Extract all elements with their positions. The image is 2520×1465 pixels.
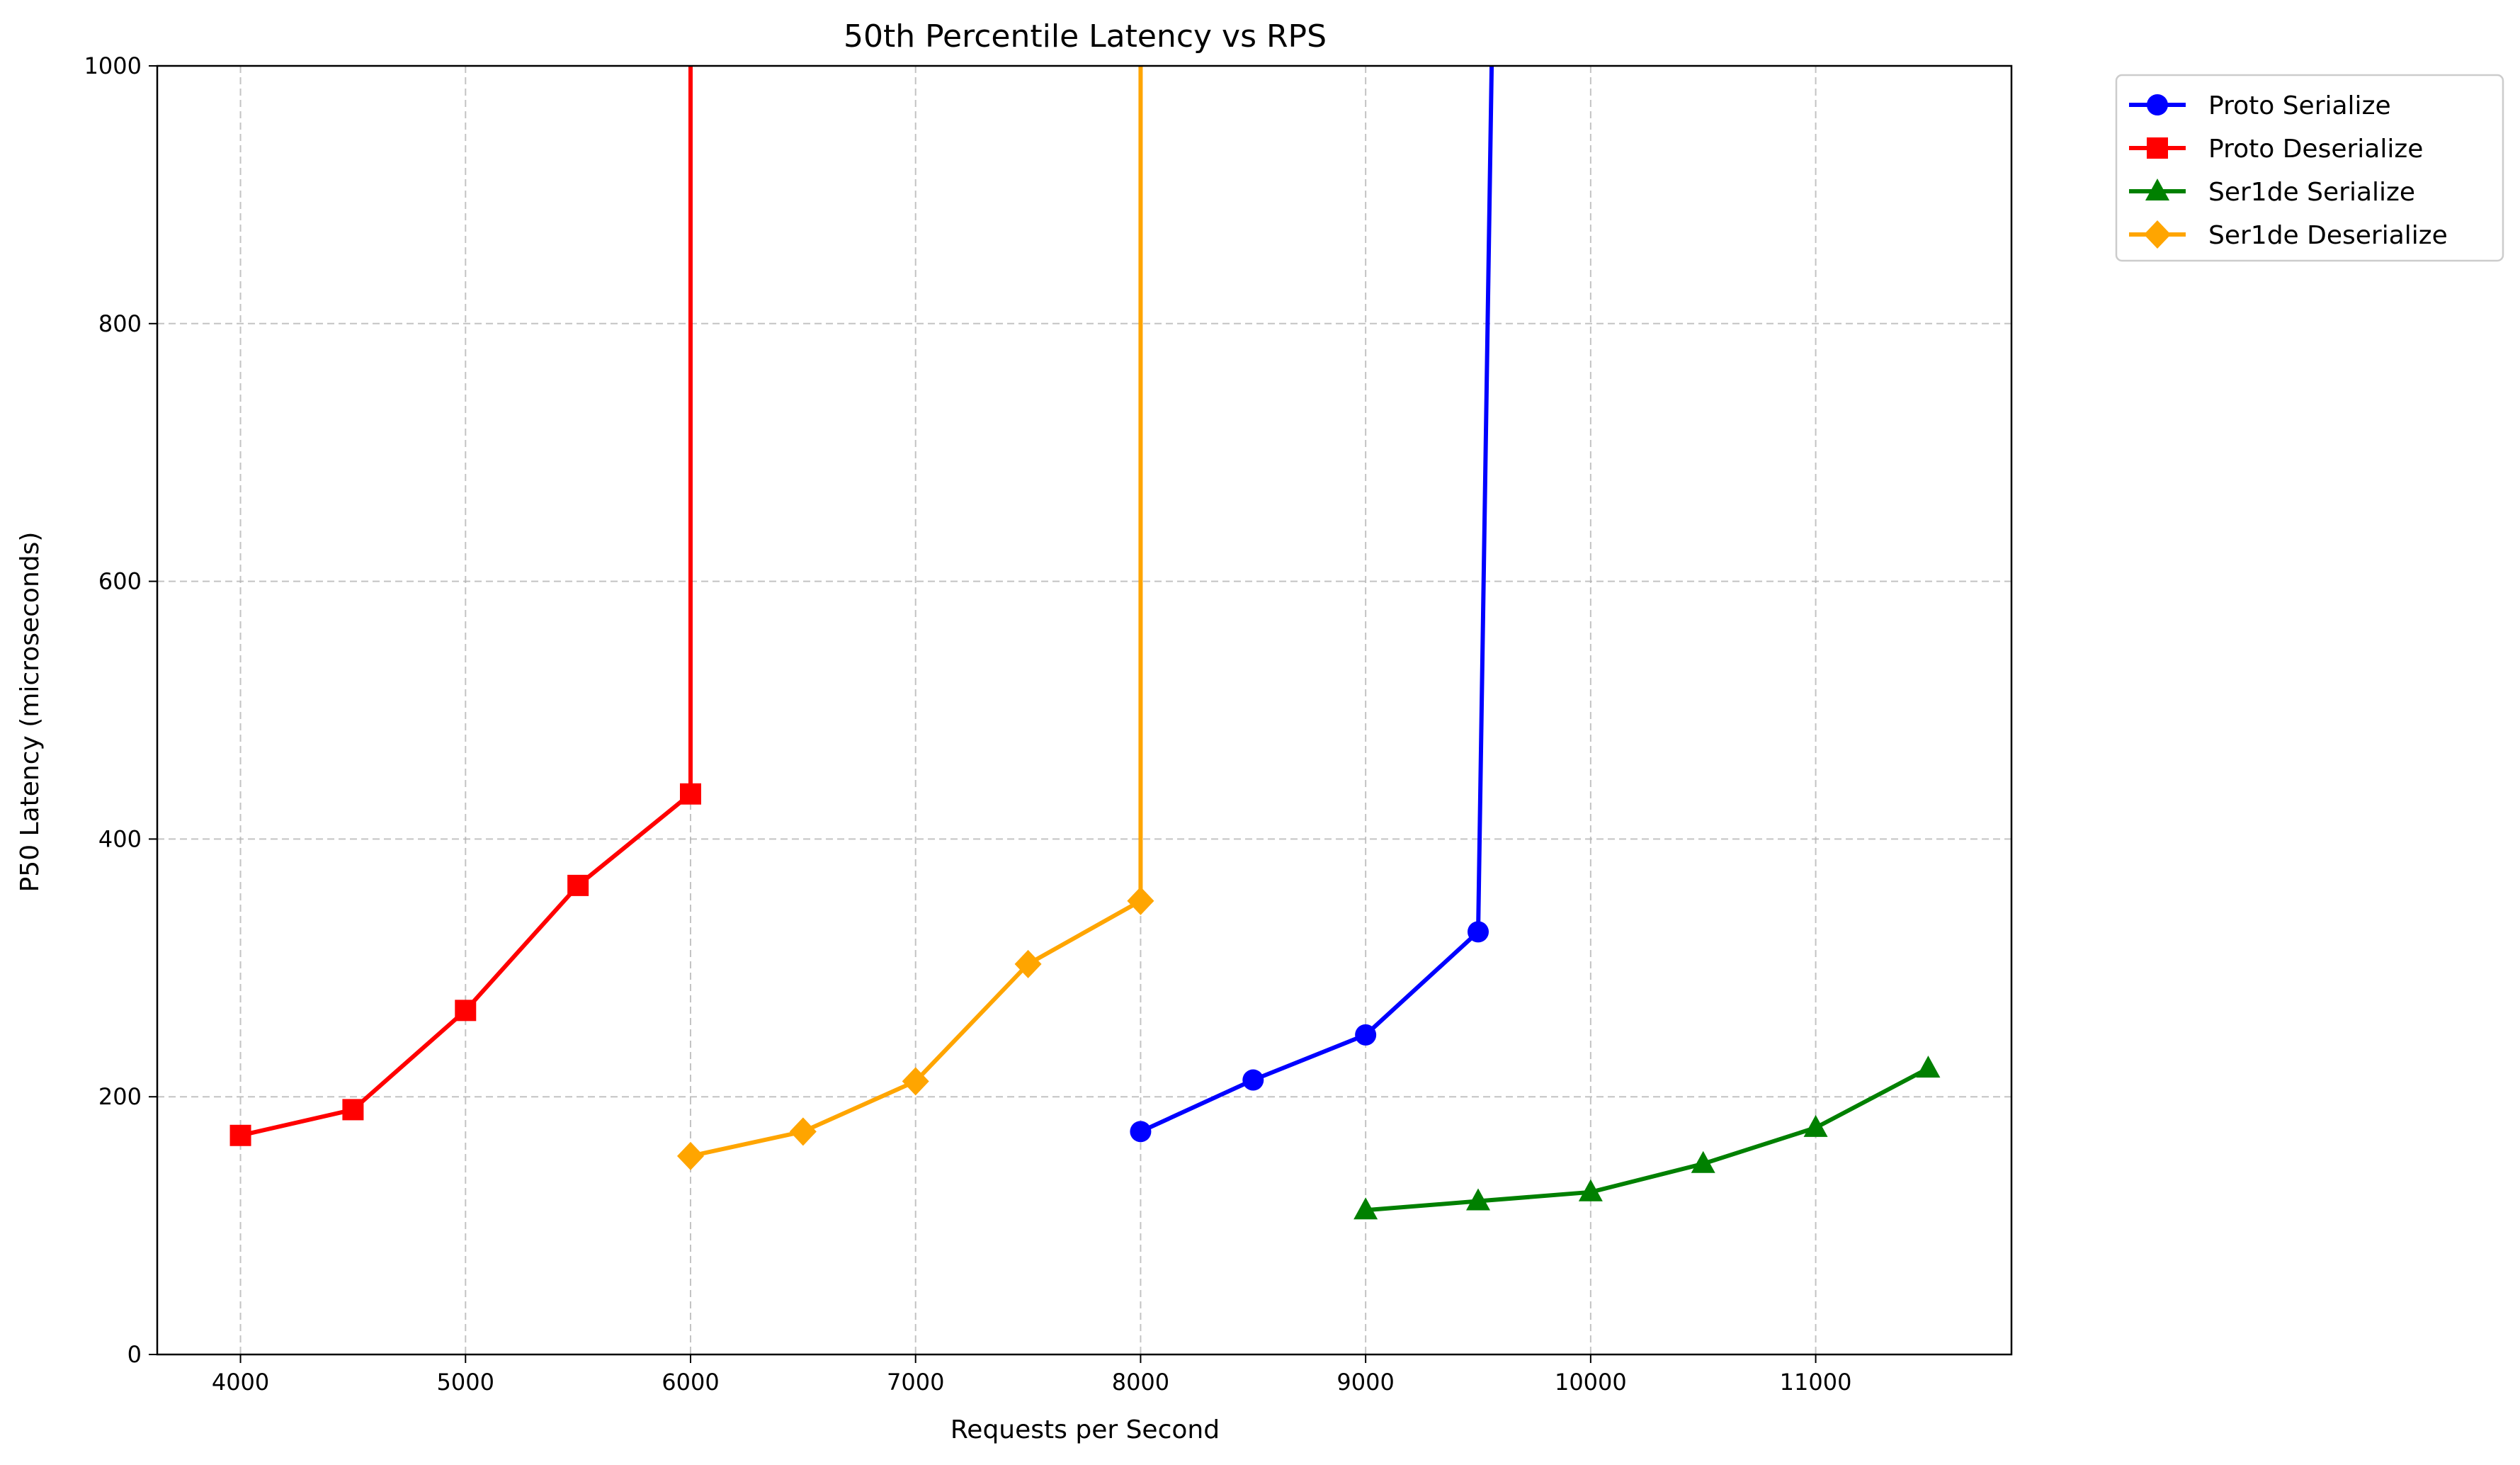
point-proto-deserialize (455, 1000, 477, 1022)
x-tick-label: 9000 (1336, 1369, 1394, 1396)
point-ser1de-serialize (1916, 1056, 1941, 1078)
x-tick-label: 6000 (662, 1369, 719, 1396)
series-proto-deserialize (229, 66, 701, 1146)
y-tick-label: 200 (98, 1083, 142, 1110)
point-ser1de-serialize (1466, 1188, 1491, 1211)
x-tick-label: 7000 (887, 1369, 944, 1396)
chart-title: 50th Percentile Latency vs RPS (844, 18, 1327, 55)
legend-label-ser1de-deserialize: Ser1de Deserialize (2208, 221, 2448, 250)
point-ser1de-deserialize (902, 1067, 929, 1096)
legend-box (2115, 74, 2504, 262)
line-ser1de-serialize (1365, 1066, 1929, 1213)
point-proto-serialize (1355, 1024, 1377, 1046)
legend-marker-proto-deserialize (2147, 137, 2168, 159)
point-proto-deserialize (229, 1124, 251, 1146)
point-ser1de-serialize (1353, 1197, 1378, 1220)
point-proto-serialize (1130, 1121, 1152, 1143)
series-ser1de-deserialize (676, 66, 1154, 1170)
point-ser1de-deserialize (1014, 949, 1042, 978)
series-lines (229, 65, 1941, 1220)
point-ser1de-serialize (1691, 1150, 1715, 1173)
legend-marker-proto-serialize (2147, 94, 2168, 115)
point-proto-serialize (1468, 921, 1489, 943)
plot-frame (156, 64, 2013, 1356)
point-ser1de-deserialize (676, 1141, 704, 1170)
x-tick-label: 5000 (437, 1369, 494, 1396)
x-axis-title: Requests per Second (950, 1415, 1220, 1444)
point-ser1de-serialize (1803, 1114, 1828, 1137)
x-tick-label: 11000 (1780, 1369, 1852, 1396)
legend: Proto Serialize Proto Deserialize Ser1de S… (2115, 74, 2504, 262)
point-proto-deserialize (679, 783, 701, 805)
series-ser1de-serialize (1353, 1056, 1941, 1220)
point-ser1de-deserialize (1127, 886, 1154, 915)
series-proto-serialize (1130, 65, 1494, 1143)
legend-label-proto-deserialize: Proto Deserialize (2208, 135, 2423, 164)
x-tick-label: 10000 (1555, 1369, 1627, 1396)
y-axis-title: P50 Latency (microseconds) (16, 532, 45, 893)
point-proto-serialize (1242, 1069, 1264, 1091)
line-ser1de-deserialize (690, 66, 1143, 1158)
legend-label-proto-serialize: Proto Serialize (2208, 91, 2391, 120)
y-tick-label: 0 (127, 1341, 142, 1368)
point-ser1de-serialize (1578, 1179, 1603, 1201)
point-proto-deserialize (342, 1099, 364, 1121)
grid (157, 66, 2011, 1354)
y-tick-label: 400 (98, 825, 142, 852)
y-tick-label: 800 (98, 310, 142, 337)
point-ser1de-deserialize (789, 1117, 817, 1146)
y-tick-label: 600 (98, 568, 142, 595)
point-proto-deserialize (567, 874, 589, 896)
legend-marker-ser1de-serialize (2145, 179, 2169, 200)
x-tick-label: 8000 (1112, 1369, 1169, 1396)
legend-label-ser1de-serialize: Ser1de Serialize (2208, 178, 2415, 207)
axis-ticks: 4000 5000 6000 7000 8000 9000 10000 11000 0 200 40… (84, 52, 1852, 1396)
line-proto-deserialize (239, 66, 693, 1138)
legend-marker-ser1de-deserialize (2144, 220, 2171, 249)
x-tick-label: 4000 (212, 1369, 269, 1396)
y-tick-label: 1000 (84, 52, 142, 79)
